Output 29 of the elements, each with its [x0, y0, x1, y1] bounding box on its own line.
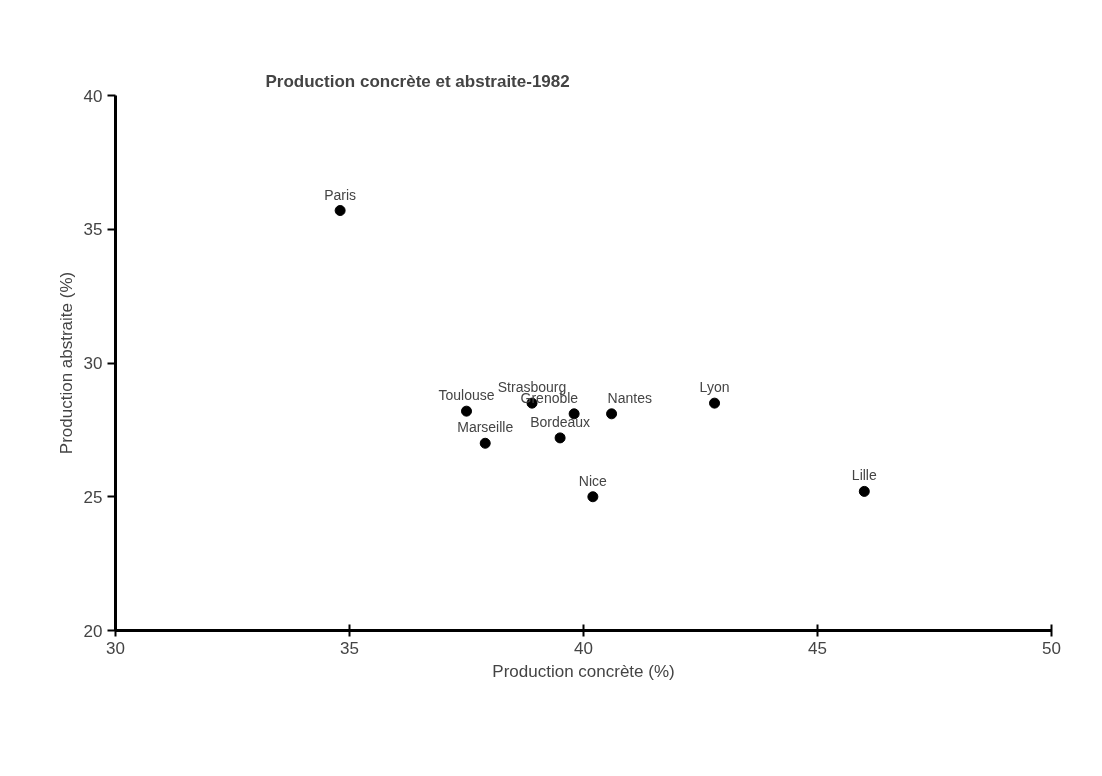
point [587, 491, 599, 503]
y-tick-label: 35 [83, 220, 103, 240]
annotation: Paris [324, 186, 357, 203]
point [709, 397, 721, 409]
point [334, 205, 346, 217]
y-tick-label: 25 [83, 487, 103, 507]
annotation: Bordeaux [530, 413, 591, 430]
y-tick-label: 30 [83, 354, 103, 373]
x-tick-label: 45 [808, 638, 827, 658]
point [858, 485, 870, 497]
point [461, 405, 472, 417]
annotation: Toulouse [438, 387, 495, 404]
point [554, 432, 566, 444]
y-tick-label: 40 [83, 86, 103, 106]
annotation: Marseille [457, 419, 514, 436]
x-tick-label: 40 [574, 638, 593, 658]
y-tick-label: 20 [83, 621, 103, 641]
x-tick-label: 35 [340, 638, 359, 658]
point [479, 437, 491, 449]
point [606, 408, 618, 420]
annotation: Nantes [607, 389, 652, 406]
annotation: Lyon [699, 379, 730, 396]
chart-title: Production concrète et abstraite-1982 [265, 71, 570, 91]
x-tick-label: 30 [106, 638, 125, 658]
annotation: Lille [851, 467, 877, 484]
annotation: Nice [578, 472, 608, 489]
x-axis-title: Production concrète (%) [492, 661, 675, 681]
x-tick-label: 50 [1042, 638, 1061, 658]
y-axis-title: Production abstraite (%) [56, 271, 76, 455]
